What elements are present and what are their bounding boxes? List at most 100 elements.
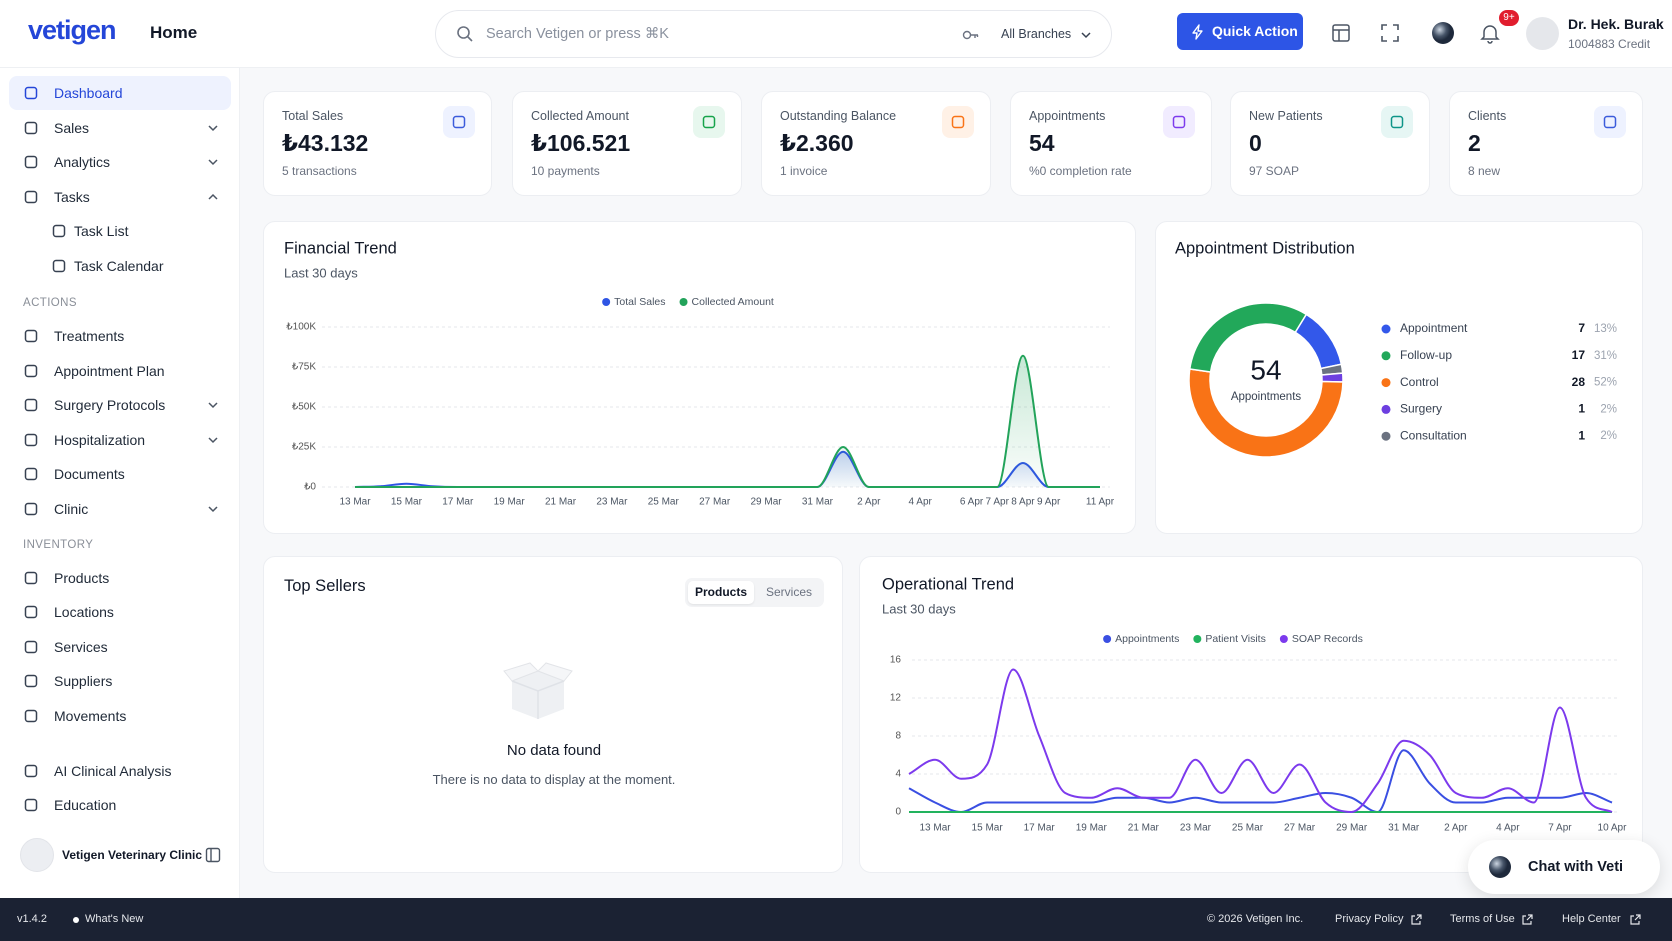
avatar[interactable] xyxy=(1526,17,1559,50)
panel-icon[interactable] xyxy=(205,847,221,863)
nav-item[interactable]: Tasks xyxy=(9,180,231,214)
chat-button[interactable]: Chat with Veti xyxy=(1468,840,1660,894)
nav-item[interactable]: Appointment Plan xyxy=(9,354,231,388)
logo[interactable]: vetigen xyxy=(28,15,117,45)
nav-item[interactable]: AI Clinical Analysis xyxy=(9,754,231,788)
nav-item[interactable]: Documents xyxy=(9,457,231,491)
glyph xyxy=(24,502,38,516)
glyph xyxy=(52,259,66,273)
nav-label: Education xyxy=(54,797,117,813)
nav-icon xyxy=(24,674,38,688)
stat-label: Appointments xyxy=(1029,109,1106,123)
branch-select[interactable]: All Branches xyxy=(1001,27,1072,41)
chevron-icon xyxy=(208,506,218,513)
chevron xyxy=(208,437,218,444)
quick-action-button[interactable]: Quick Action xyxy=(1177,13,1303,50)
nav-label: Documents xyxy=(54,466,125,482)
nav-icon xyxy=(24,640,38,654)
nav-item[interactable]: Services xyxy=(9,630,231,664)
stat-glyph xyxy=(951,115,965,129)
globe-icon[interactable] xyxy=(1431,21,1455,45)
stat-icon xyxy=(1163,106,1195,138)
nav-label: Appointment Plan xyxy=(54,363,165,379)
nav-item[interactable]: Movements xyxy=(9,699,231,733)
stat-sub: 5 transactions xyxy=(282,164,357,178)
whats-new[interactable]: What's New xyxy=(85,913,144,925)
stat-icon xyxy=(1381,106,1413,138)
nav-label: Sales xyxy=(54,120,90,136)
stat-glyph xyxy=(1172,115,1186,129)
glyph xyxy=(24,86,38,100)
nav-item[interactable]: Surgery Protocols xyxy=(9,388,231,422)
nav-item[interactable]: Task List xyxy=(9,214,231,248)
search-box[interactable]: Search Vetigen or press ⌘K All Branches xyxy=(435,10,1112,58)
quick-action-label: Quick Action xyxy=(1212,23,1298,39)
nav-label: Suppliers xyxy=(54,673,113,689)
nav-label: Hospitalization xyxy=(54,432,146,448)
chevron-icon xyxy=(208,193,218,200)
glyph xyxy=(24,709,38,723)
stat-label: Outstanding Balance xyxy=(780,109,897,123)
nav-item[interactable]: Analytics xyxy=(9,145,231,179)
footer-link[interactable]: Help Center xyxy=(1562,913,1621,925)
stat-icon xyxy=(693,106,725,138)
nav-icon xyxy=(24,364,38,378)
nav-icon xyxy=(24,433,38,447)
chevron xyxy=(208,193,218,200)
nav-item[interactable]: Education xyxy=(9,788,231,822)
fullscreen-icon[interactable] xyxy=(1380,23,1400,43)
nav-item[interactable]: Locations xyxy=(9,595,231,629)
external-icon xyxy=(1411,914,1422,925)
glyph xyxy=(24,640,38,654)
chevron-icon xyxy=(208,159,218,166)
stat-value: ₺106.521 xyxy=(531,130,631,156)
nav-item[interactable]: Hospitalization xyxy=(9,423,231,457)
footer: v1.4.2 What's New © 2026 Vetigen Inc. Pr… xyxy=(0,898,1672,941)
financial-card xyxy=(263,221,1136,534)
glyph xyxy=(452,115,466,129)
nav-item[interactable]: Products xyxy=(9,561,231,595)
nav-item[interactable]: Treatments xyxy=(9,319,231,353)
glyph xyxy=(24,398,38,412)
nav-icon xyxy=(24,86,38,100)
chevron xyxy=(208,402,218,409)
nav-icon xyxy=(24,467,38,481)
footer-link[interactable]: Privacy Policy xyxy=(1335,913,1404,925)
stat-icon xyxy=(942,106,974,138)
stat-sub: %0 completion rate xyxy=(1029,164,1132,178)
nav-item[interactable]: Task Calendar xyxy=(9,249,231,283)
external-icon xyxy=(1522,914,1533,925)
copyright: © 2026 Vetigen Inc. xyxy=(1207,913,1304,925)
card-title: Top Sellers xyxy=(284,577,366,595)
nav-item[interactable]: Sales xyxy=(9,111,231,145)
sidebar: Vetigen Veterinary Clinic Dashboard Sales… xyxy=(0,68,240,898)
glyph xyxy=(24,433,38,447)
layout-icon[interactable] xyxy=(1331,23,1351,43)
nav-label: Services xyxy=(54,639,108,655)
nav-item[interactable]: Dashboard xyxy=(9,76,231,110)
stat-label: New Patients xyxy=(1249,109,1323,123)
bell-icon[interactable] xyxy=(1479,22,1501,44)
stat-value: 2 xyxy=(1468,130,1481,156)
nav-icon xyxy=(24,121,38,135)
glyph xyxy=(24,329,38,343)
nav-icon xyxy=(24,155,38,169)
nav-label: Task Calendar xyxy=(74,258,164,274)
tab[interactable]: Products xyxy=(688,581,754,604)
empty-text: There is no data to display at the momen… xyxy=(432,772,676,787)
stat-glyph xyxy=(452,115,466,129)
stat-label: Clients xyxy=(1468,109,1507,123)
nav-item[interactable]: Suppliers xyxy=(9,664,231,698)
nav-label: Surgery Protocols xyxy=(54,397,166,413)
section-heading: INVENTORY xyxy=(23,539,94,551)
nav-item[interactable]: Clinic xyxy=(9,492,231,526)
footer-link[interactable]: Terms of Use xyxy=(1450,913,1515,925)
stat-card: New Patients 0 97 SOAP xyxy=(1230,91,1430,196)
stat-card: Total Sales ₺43.132 5 transactions xyxy=(263,91,492,196)
glyph xyxy=(24,674,38,688)
tab[interactable]: Services xyxy=(765,585,812,599)
stat-glyph xyxy=(1603,115,1617,129)
glyph xyxy=(702,115,716,129)
clinic-name[interactable]: Vetigen Veterinary Clinic xyxy=(62,848,203,862)
